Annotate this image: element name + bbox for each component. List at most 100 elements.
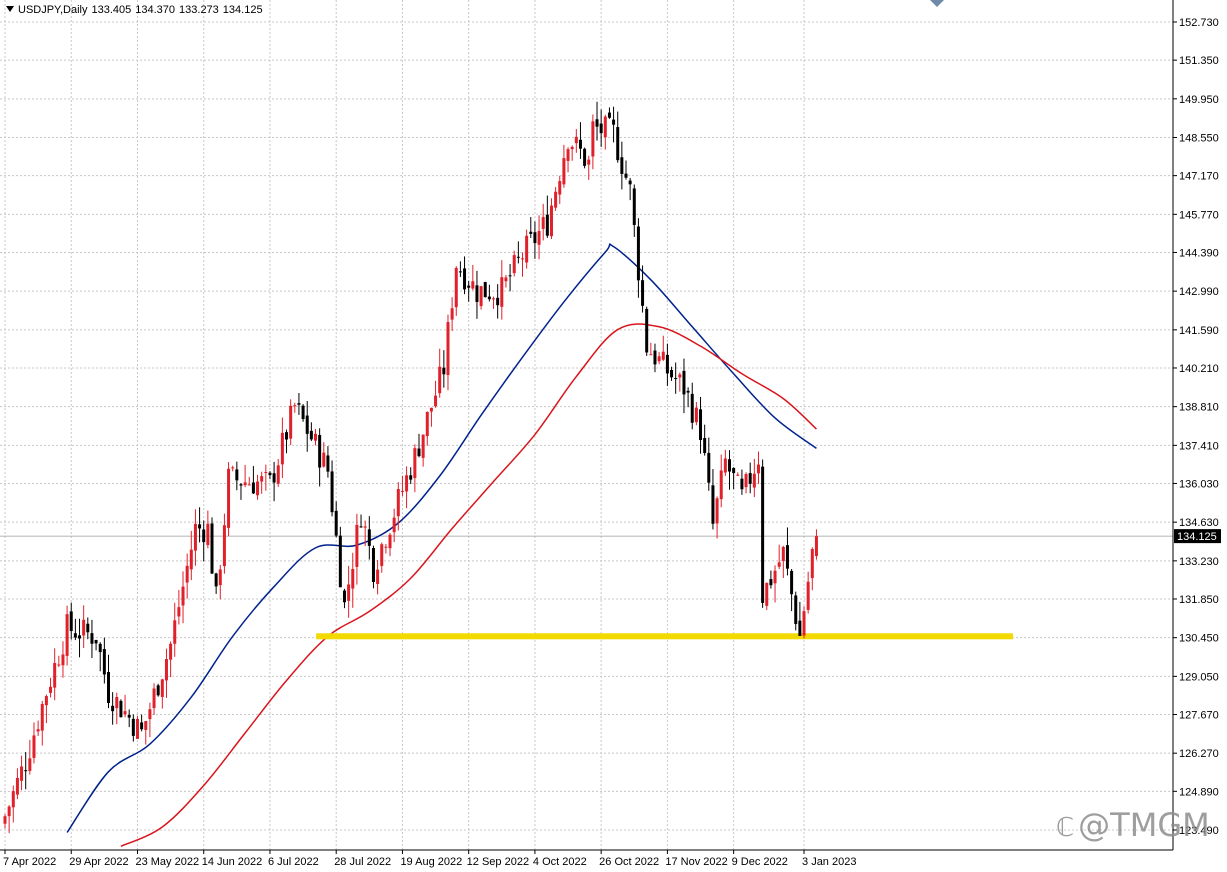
candle-body — [367, 529, 371, 546]
candle-body — [686, 390, 690, 393]
candle-body — [711, 485, 715, 524]
candle-body — [715, 498, 719, 524]
candle-body — [487, 296, 491, 300]
candle-body — [61, 654, 65, 666]
candle — [24, 752, 28, 790]
candle-body — [98, 643, 102, 653]
candle — [98, 642, 102, 672]
candle-body — [227, 468, 231, 528]
candle — [587, 155, 591, 180]
x-tick-label: 29 Apr 2022 — [69, 856, 128, 868]
candle-body — [193, 523, 197, 551]
y-tick-label: 134.630 — [1179, 517, 1219, 529]
candle — [810, 547, 814, 591]
candle-body — [256, 481, 260, 496]
candle-body — [239, 484, 243, 486]
chart-header: USDJPY,Daily 133.405 134.370 133.273 134.125 — [6, 4, 267, 16]
candle-body — [260, 476, 264, 482]
candle-body — [525, 235, 529, 263]
y-tick-label: 124.890 — [1179, 786, 1219, 798]
candle — [260, 471, 264, 494]
candle-body — [512, 255, 516, 274]
candle — [11, 785, 15, 823]
candle — [65, 605, 69, 666]
tmgm-logo-icon: ℂ — [1056, 813, 1075, 843]
candle — [574, 129, 578, 153]
candle — [454, 266, 458, 316]
candle — [670, 366, 674, 381]
candle-body — [135, 718, 139, 739]
candle — [620, 141, 624, 190]
candle-body — [198, 524, 202, 529]
candle-body — [69, 611, 73, 632]
candle — [657, 352, 661, 365]
candle — [342, 588, 346, 609]
candle-body — [127, 714, 131, 718]
candle — [566, 147, 570, 173]
candle-body — [682, 370, 686, 395]
candle — [508, 264, 512, 292]
candle — [131, 714, 135, 742]
high-value: 134.370 — [135, 4, 176, 16]
candle — [649, 342, 653, 356]
candle-body — [334, 510, 338, 536]
candle-body — [566, 149, 570, 161]
candle-body — [529, 231, 533, 234]
candle-body — [765, 582, 769, 606]
candle — [798, 601, 802, 637]
candle-body — [496, 297, 500, 306]
candle-body — [732, 467, 736, 474]
candle — [570, 145, 574, 161]
candle — [645, 306, 649, 356]
candle-body — [376, 569, 380, 585]
candle — [247, 476, 251, 486]
candle-body — [330, 471, 334, 513]
candle — [148, 702, 152, 738]
candle — [479, 285, 483, 310]
candle — [761, 459, 765, 608]
chart-shift-triangle-icon[interactable] — [930, 0, 944, 7]
candle-body — [438, 366, 442, 394]
y-tick-label: 140.210 — [1179, 363, 1219, 375]
candle-body — [521, 258, 524, 260]
candle-body — [222, 525, 226, 567]
x-tick-label: 26 Oct 2022 — [599, 856, 659, 868]
candle-body — [554, 191, 558, 208]
last-price-label: 134.125 — [1174, 529, 1221, 544]
x-tick-label: 4 Oct 2022 — [533, 856, 587, 868]
candle — [794, 591, 798, 631]
moving-averages — [66, 243, 817, 847]
candle — [429, 407, 433, 427]
candle-body — [272, 473, 276, 483]
candle-body — [690, 393, 694, 423]
candle-body — [119, 700, 123, 718]
candle — [549, 198, 553, 240]
candle — [86, 617, 90, 640]
candle — [541, 203, 545, 241]
candle — [49, 677, 53, 698]
candle — [156, 683, 160, 697]
candle-body — [479, 286, 483, 307]
candle-body — [670, 369, 674, 378]
y-tick-label: 130.450 — [1179, 633, 1219, 645]
candle-body — [769, 579, 773, 586]
candle — [545, 195, 549, 238]
dropdown-triangle-icon[interactable] — [6, 6, 14, 12]
candle-body — [719, 470, 723, 500]
candle-body — [405, 475, 409, 492]
candle-body — [442, 367, 446, 375]
y-tick-label: 147.170 — [1179, 171, 1219, 183]
candle-body — [189, 549, 193, 570]
candle-body — [699, 409, 703, 440]
candle-body — [570, 146, 574, 150]
candle-body — [251, 482, 255, 494]
y-tick-label: 138.810 — [1179, 402, 1219, 414]
candle — [400, 475, 404, 497]
candle — [732, 467, 736, 490]
candle — [765, 582, 769, 610]
candle — [90, 619, 94, 659]
candle-body — [661, 351, 665, 360]
candle-body — [86, 623, 90, 633]
candle — [703, 424, 707, 456]
